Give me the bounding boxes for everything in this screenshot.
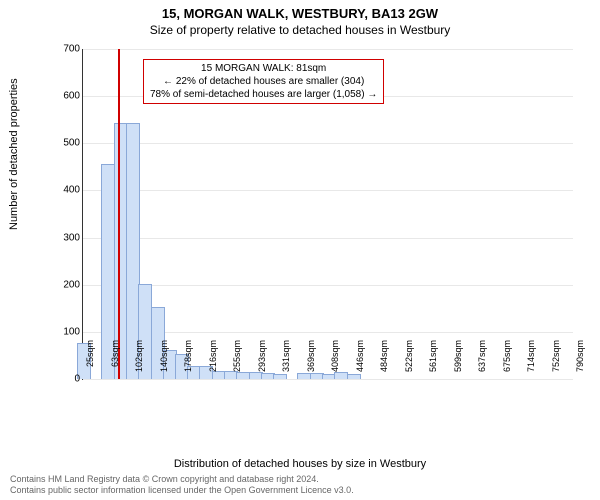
y-tick-label: 400: [56, 185, 80, 196]
x-axis-label: Distribution of detached houses by size …: [0, 458, 600, 470]
x-tick-label: 408sqm: [330, 340, 340, 382]
x-tick-label: 63sqm: [110, 340, 120, 382]
x-tick-label: 331sqm: [281, 340, 291, 382]
x-tick-label: 216sqm: [208, 340, 218, 382]
x-tick-label: 675sqm: [502, 340, 512, 382]
caption-line: 78% of semi-detached houses are larger (…: [150, 88, 377, 101]
y-tick-label: 0: [56, 374, 80, 385]
x-tick-label: 140sqm: [159, 340, 169, 382]
gridline: [83, 143, 573, 144]
x-tick-label: 599sqm: [453, 340, 463, 382]
x-tick-label: 102sqm: [134, 340, 144, 382]
plot-area: 15 MORGAN WALK: 81sqm← 22% of detached h…: [82, 49, 573, 380]
page-subtitle: Size of property relative to detached ho…: [0, 21, 600, 37]
x-tick-label: 522sqm: [404, 340, 414, 382]
page-title: 15, MORGAN WALK, WESTBURY, BA13 2GW: [0, 0, 600, 21]
x-tick-label: 790sqm: [575, 340, 585, 382]
y-tick-label: 700: [56, 44, 80, 55]
x-tick-label: 752sqm: [551, 340, 561, 382]
y-tick-label: 600: [56, 91, 80, 102]
x-tick-label: 178sqm: [183, 340, 193, 382]
footer-line: Contains public sector information licen…: [10, 485, 354, 496]
y-tick-label: 300: [56, 232, 80, 243]
caption-line: 15 MORGAN WALK: 81sqm: [150, 62, 377, 75]
x-tick-label: 637sqm: [477, 340, 487, 382]
gridline: [83, 379, 573, 380]
footer-line: Contains HM Land Registry data © Crown c…: [10, 474, 354, 485]
x-tick-label: 293sqm: [257, 340, 267, 382]
y-tick-label: 100: [56, 326, 80, 337]
x-tick-label: 714sqm: [526, 340, 536, 382]
x-tick-label: 561sqm: [428, 340, 438, 382]
property-marker-line: [118, 49, 120, 379]
footer-attribution: Contains HM Land Registry data © Crown c…: [10, 474, 354, 496]
caption-line: ← 22% of detached houses are smaller (30…: [150, 75, 377, 88]
x-tick-label: 446sqm: [355, 340, 365, 382]
gridline: [83, 238, 573, 239]
x-tick-label: 255sqm: [232, 340, 242, 382]
gridline: [83, 285, 573, 286]
gridline: [83, 190, 573, 191]
y-axis-label: Number of detached properties: [8, 78, 20, 230]
y-tick-label: 500: [56, 138, 80, 149]
caption-box: 15 MORGAN WALK: 81sqm← 22% of detached h…: [143, 59, 384, 104]
y-tick-label: 200: [56, 279, 80, 290]
x-tick-label: 484sqm: [379, 340, 389, 382]
x-tick-label: 369sqm: [306, 340, 316, 382]
x-tick-label: 25sqm: [85, 340, 95, 382]
chart-area: 15 MORGAN WALK: 81sqm← 22% of detached h…: [52, 44, 582, 424]
gridline: [83, 49, 573, 50]
